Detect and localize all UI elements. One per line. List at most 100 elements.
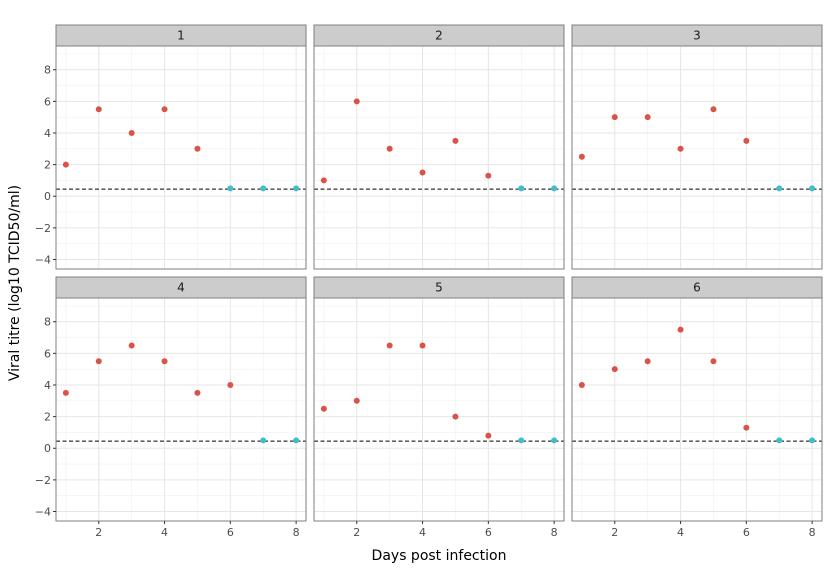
y-tick-label: 4 bbox=[44, 127, 51, 140]
plot-background bbox=[314, 46, 564, 269]
facet-strip-label: 5 bbox=[435, 281, 443, 295]
x-tick-label: 6 bbox=[227, 526, 234, 539]
data-point bbox=[161, 358, 168, 365]
data-point bbox=[62, 161, 69, 168]
facet-strip-label: 6 bbox=[693, 281, 701, 295]
data-point bbox=[710, 358, 717, 365]
facet-strip-label: 4 bbox=[177, 281, 185, 295]
data-point bbox=[518, 437, 525, 444]
data-point bbox=[293, 185, 300, 192]
data-point bbox=[293, 437, 300, 444]
data-point bbox=[611, 114, 618, 121]
y-tick-label: 2 bbox=[44, 411, 51, 424]
y-tick-label: 8 bbox=[44, 64, 51, 77]
data-point bbox=[386, 145, 393, 152]
x-tick-label: 8 bbox=[293, 526, 300, 539]
x-tick-label: 2 bbox=[353, 526, 360, 539]
x-tick-label: 4 bbox=[419, 526, 426, 539]
data-point bbox=[809, 437, 816, 444]
data-point bbox=[485, 172, 492, 179]
data-point bbox=[644, 114, 651, 121]
x-tick-label: 6 bbox=[485, 526, 492, 539]
facet-panel-2: 2 bbox=[313, 24, 565, 270]
facet-strip-label: 3 bbox=[693, 29, 701, 43]
data-point bbox=[677, 326, 684, 333]
data-point bbox=[578, 381, 585, 388]
data-point bbox=[320, 177, 327, 184]
y-tick-label: 8 bbox=[44, 316, 51, 329]
y-tick-label: 2 bbox=[44, 159, 51, 172]
y-tick-label: 0 bbox=[44, 442, 51, 455]
facet-panel-1: 1 −4 −2 0 2 4 6 8 bbox=[35, 24, 307, 270]
data-point bbox=[260, 437, 267, 444]
x-tick-label: 6 bbox=[743, 526, 750, 539]
data-point bbox=[551, 185, 558, 192]
x-tick-label: 4 bbox=[161, 526, 168, 539]
data-point bbox=[353, 397, 360, 404]
data-point bbox=[809, 185, 816, 192]
data-point bbox=[743, 137, 750, 144]
data-point bbox=[677, 145, 684, 152]
data-point bbox=[710, 106, 717, 113]
plot-background bbox=[56, 298, 306, 521]
plot-background bbox=[572, 46, 822, 269]
facet-strip-label: 1 bbox=[177, 29, 185, 43]
data-point bbox=[452, 137, 459, 144]
data-point bbox=[776, 185, 783, 192]
data-point bbox=[227, 185, 234, 192]
data-point bbox=[320, 405, 327, 412]
y-tick-label: 4 bbox=[44, 379, 51, 392]
data-point bbox=[95, 358, 102, 365]
plot-background bbox=[56, 46, 306, 269]
data-point bbox=[194, 389, 201, 396]
y-tick-label: −2 bbox=[35, 474, 51, 487]
data-point bbox=[644, 358, 651, 365]
y-tick-label: 6 bbox=[44, 95, 51, 108]
panel-border bbox=[55, 297, 307, 522]
data-point bbox=[452, 413, 459, 420]
facet-panel-5: 5 2 4 6 8 bbox=[313, 276, 565, 539]
y-tick-label: 0 bbox=[44, 190, 51, 203]
panel-border bbox=[313, 45, 565, 270]
x-axis-title: Days post infection bbox=[372, 548, 507, 564]
panel-border bbox=[571, 45, 823, 270]
data-point bbox=[386, 342, 393, 349]
facet-strip-label: 2 bbox=[435, 29, 443, 43]
x-tick-label: 8 bbox=[809, 526, 816, 539]
data-point bbox=[95, 106, 102, 113]
plot-background bbox=[572, 298, 822, 521]
panel-border bbox=[571, 297, 823, 522]
data-point bbox=[419, 342, 426, 349]
x-tick-label: 8 bbox=[551, 526, 558, 539]
data-point bbox=[743, 424, 750, 431]
y-tick-label: −4 bbox=[35, 254, 51, 267]
y-tick-label: −4 bbox=[35, 506, 51, 519]
y-tick-label: −2 bbox=[35, 222, 51, 235]
plot-background bbox=[314, 298, 564, 521]
data-point bbox=[128, 129, 135, 136]
data-point bbox=[353, 98, 360, 105]
data-point bbox=[611, 366, 618, 373]
facet-panel-3: 3 bbox=[571, 24, 823, 270]
facet-panel-4: 4 −4 −2 0 2 4 6 8 2 4 6 8 bbox=[35, 276, 307, 539]
data-point bbox=[161, 106, 168, 113]
x-tick-label: 2 bbox=[611, 526, 618, 539]
facet-panel-6: 6 2 4 6 8 bbox=[571, 276, 823, 539]
data-point bbox=[419, 169, 426, 176]
data-point bbox=[260, 185, 267, 192]
data-point bbox=[485, 432, 492, 439]
data-point bbox=[194, 145, 201, 152]
x-tick-label: 4 bbox=[677, 526, 684, 539]
data-point bbox=[227, 381, 234, 388]
data-point bbox=[578, 153, 585, 160]
x-tick-label: 2 bbox=[95, 526, 102, 539]
panel-border bbox=[55, 45, 307, 270]
y-axis-title: Viral titre (log10 TCID50/ml) bbox=[7, 185, 23, 381]
data-point bbox=[551, 437, 558, 444]
y-tick-label: 6 bbox=[44, 347, 51, 360]
panels-layer: 1 −4 −2 0 2 4 6 8 2 3 4 −4 −2 0 2 4 6 8 2 4 6 8 5 2 4 6 8 6 2 4 6 8 bbox=[35, 24, 823, 539]
panel-border bbox=[313, 297, 565, 522]
data-point bbox=[518, 185, 525, 192]
data-point bbox=[776, 437, 783, 444]
